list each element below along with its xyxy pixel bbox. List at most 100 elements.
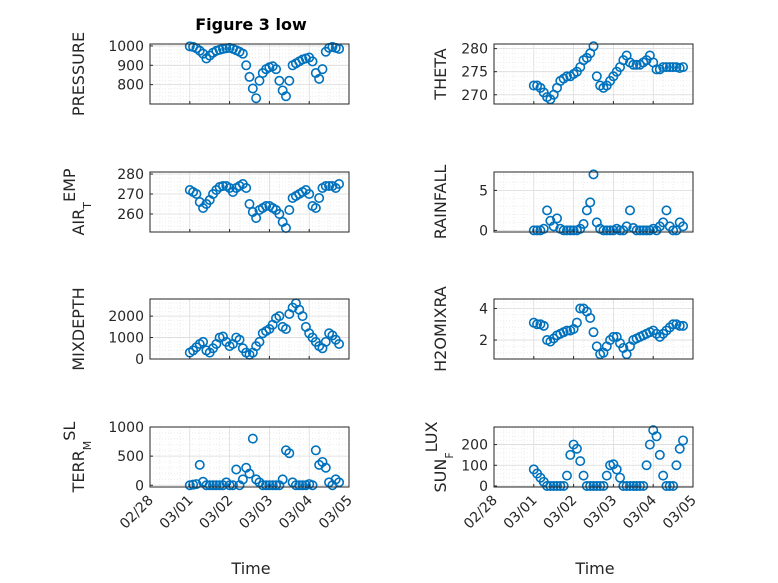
data-point [624, 205, 635, 216]
data-point [251, 213, 262, 224]
data-point [565, 449, 576, 460]
subplot-2: 270 275 280 THETA [431, 41, 694, 105]
data-point [561, 325, 572, 336]
data-point [261, 201, 272, 212]
data-point [208, 480, 219, 491]
data-point [528, 80, 539, 91]
data-point [668, 225, 679, 236]
data-point [284, 205, 295, 216]
data-point [211, 480, 222, 491]
y-tick-label: 260 [117, 207, 144, 223]
data-point [598, 480, 609, 491]
data-point [320, 462, 331, 473]
data-point [588, 41, 599, 52]
y-tick-label: 0 [479, 479, 488, 495]
data-point [532, 225, 543, 236]
data-point [237, 48, 248, 59]
data-point [271, 480, 282, 491]
data-point [558, 225, 569, 236]
y-tick-label: 0 [135, 478, 144, 494]
x-tick-label: 03/03 [580, 493, 620, 533]
y-axis-label: PRESSURE [69, 32, 88, 116]
data-point [217, 181, 228, 192]
data-point [621, 480, 632, 491]
x-tick-label: 02/28 [117, 493, 157, 533]
x-tick-label: 03/01 [501, 493, 541, 533]
data-point [307, 56, 318, 67]
data-point [588, 169, 599, 180]
data-point [261, 480, 272, 491]
y-tick-label: 4 [479, 301, 488, 317]
y-tick-label: 280 [461, 42, 488, 58]
y-tick-label: 270 [461, 88, 488, 104]
x-axis-label-right: Time [574, 559, 614, 578]
axes-box [149, 43, 350, 105]
data-point [591, 480, 602, 491]
data-point [668, 480, 679, 491]
data-point [241, 183, 252, 194]
y-axis-label: TERRMSL [60, 422, 94, 494]
data-point [227, 480, 238, 491]
data-point [201, 480, 212, 491]
figure-title: Figure 3 low [195, 15, 307, 34]
x-tick-label: 03/02 [197, 493, 237, 533]
data-point [661, 205, 672, 216]
x-tick-label: 03/02 [541, 493, 581, 533]
data-point [274, 311, 285, 322]
data-point [581, 480, 592, 491]
x-axis-label-left: Time [230, 559, 270, 578]
x-tick-label: 03/05 [660, 493, 700, 533]
y-tick-label: 275 [461, 65, 488, 81]
data-point [277, 474, 288, 485]
data-point [595, 480, 606, 491]
data-point [634, 480, 645, 491]
axes-box [493, 171, 694, 233]
data-point [634, 225, 645, 236]
y-tick-label: 800 [117, 78, 144, 94]
data-point [320, 336, 331, 347]
y-tick-label: 0 [479, 223, 488, 239]
data-point [578, 470, 589, 481]
data-point [628, 59, 639, 70]
data-point [191, 479, 202, 490]
y-tick-label: 500 [117, 449, 144, 465]
axes-box [149, 426, 350, 488]
data-point [631, 480, 642, 491]
data-point [624, 480, 635, 491]
axes-box [493, 298, 694, 360]
data-point [671, 460, 682, 471]
data-point [264, 480, 275, 491]
data-point [204, 480, 215, 491]
y-tick-label: 0 [135, 352, 144, 368]
data-point [568, 225, 579, 236]
data-point [274, 209, 285, 220]
data-point [585, 197, 596, 208]
data-point [310, 203, 321, 214]
data-point [548, 221, 559, 232]
data-point [585, 480, 596, 491]
data-point [598, 225, 609, 236]
data-point [542, 205, 553, 216]
data-point [307, 480, 318, 491]
data-point [297, 311, 308, 322]
subplot-7: 0 500 1000 TERRMSL 02/28 03/01 03/02 03/03 03/04… [60, 420, 356, 532]
data-point [588, 480, 599, 491]
y-axis-label: SUNFLUX [422, 421, 456, 492]
data-point [664, 62, 675, 73]
axes-box [149, 171, 350, 233]
subplot-4: 0 5 RAINFALL [431, 165, 694, 240]
data-point [618, 480, 629, 491]
y-tick-label: 1000 [108, 331, 144, 347]
data-point [191, 189, 202, 200]
data-point [674, 320, 685, 331]
data-point [234, 334, 245, 345]
data-point [664, 480, 675, 491]
y-axis-label: RAINFALL [431, 165, 450, 240]
y-tick-label: 200 [461, 438, 488, 454]
data-point [528, 225, 539, 236]
data-point [552, 213, 563, 224]
y-axis-label: MIXDEPTH [69, 287, 88, 370]
data-point [644, 439, 655, 450]
data-point [668, 62, 679, 73]
y-tick-label: 1000 [108, 420, 144, 436]
